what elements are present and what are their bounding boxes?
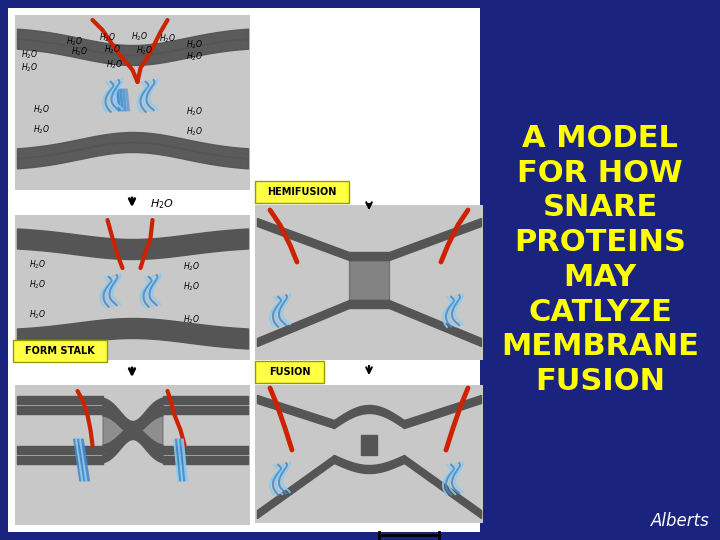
Bar [15,215,250,360]
Text: Alberts: Alberts [652,512,710,530]
FancyBboxPatch shape [13,340,107,362]
Text: $H_2O$: $H_2O$ [33,104,50,116]
Text: $H_2O$: $H_2O$ [30,279,47,291]
Text: $H_2O$: $H_2O$ [30,259,47,271]
Text: $H_2O$: $H_2O$ [22,49,39,61]
Bar [8,8,480,532]
Text: HEMIFUSION: HEMIFUSION [267,187,337,197]
Text: $H_2O$: $H_2O$ [30,309,47,321]
Text: $H_2O$: $H_2O$ [184,314,201,326]
Bar [15,385,250,525]
Text: $H_2O$: $H_2O$ [107,59,124,71]
Text: $H_2O$: $H_2O$ [186,39,204,51]
Text: $H_2O$: $H_2O$ [66,36,84,48]
Text: FORM STALK: FORM STALK [25,346,95,356]
Text: $H_2O$: $H_2O$ [186,106,204,118]
Text: $H_2O$: $H_2O$ [99,32,117,44]
Bar [15,15,250,190]
FancyBboxPatch shape [255,361,324,383]
Text: $H_2O$: $H_2O$ [104,44,122,56]
Text: $H_2O$: $H_2O$ [150,197,174,211]
Text: $H_2O$: $H_2O$ [186,51,204,63]
Bar [255,385,483,523]
Bar [255,205,483,360]
Text: $H_2O$: $H_2O$ [186,126,204,138]
Text: $H_2O$: $H_2O$ [159,33,176,45]
Text: $H_2O$: $H_2O$ [22,62,39,74]
Text: $H_2O$: $H_2O$ [71,46,89,58]
Text: FUSION: FUSION [269,367,310,377]
FancyBboxPatch shape [255,181,349,203]
Text: $H_2O$: $H_2O$ [137,45,153,57]
Text: $H_2O$: $H_2O$ [132,31,148,43]
Text: $H_2O$: $H_2O$ [184,281,201,293]
Text: A MODEL
FOR HOW
SNARE
PROTEINS
MAY
CATLYZE
MEMBRANE
FUSION: A MODEL FOR HOW SNARE PROTEINS MAY CATLY… [501,124,699,396]
Text: $H_2O$: $H_2O$ [184,261,201,273]
Text: $H_2O$: $H_2O$ [33,124,50,136]
